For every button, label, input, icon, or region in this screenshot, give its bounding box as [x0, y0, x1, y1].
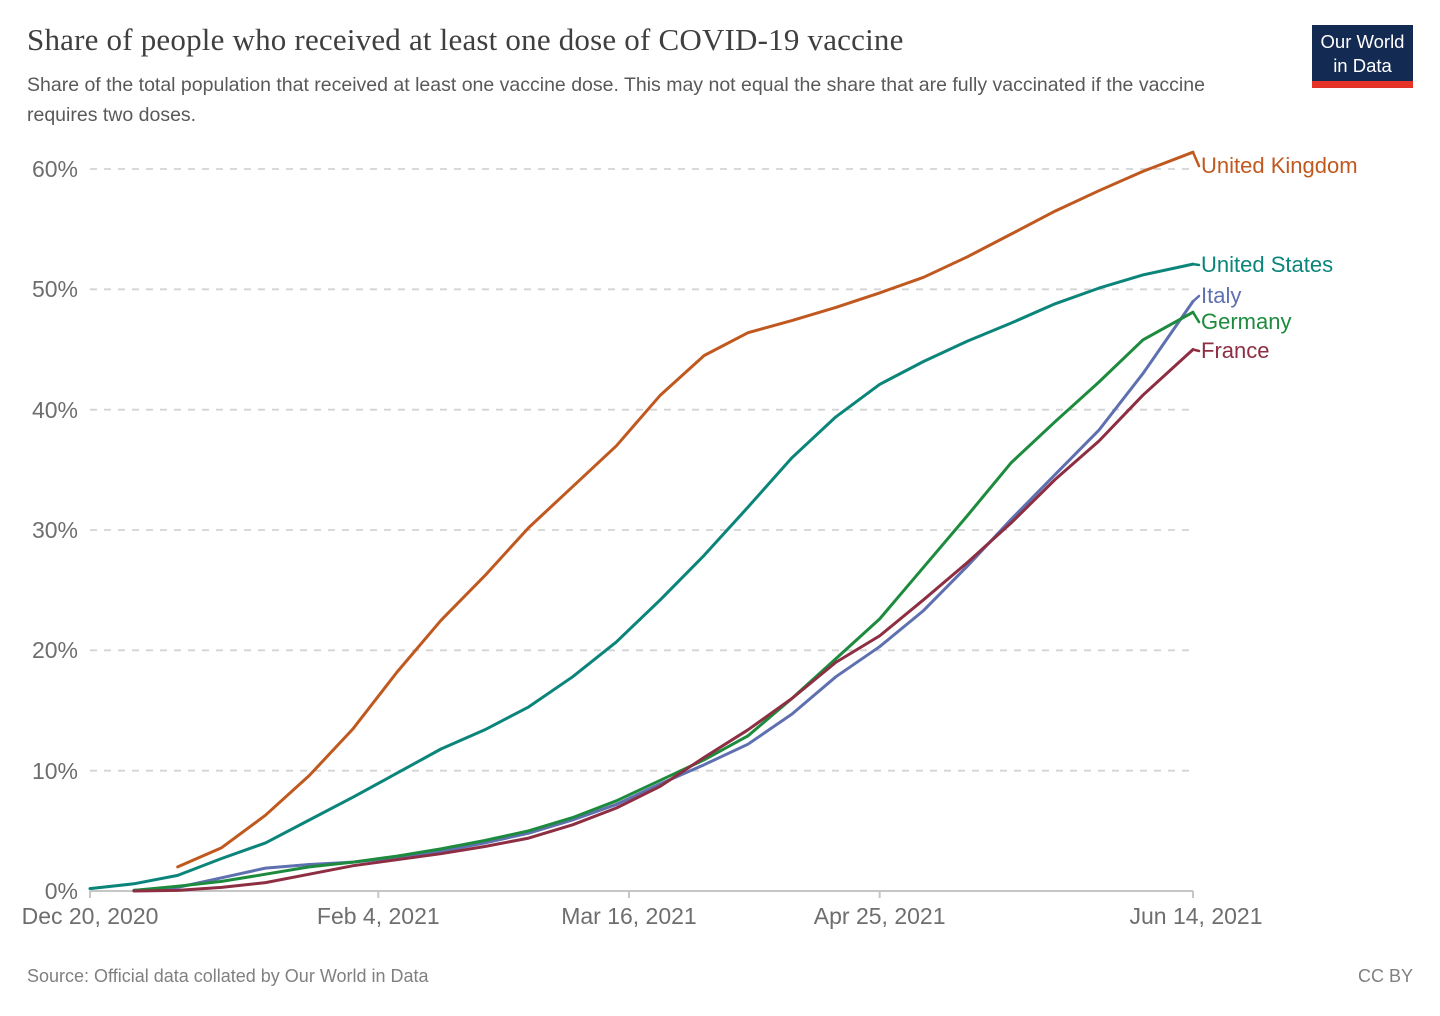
owid-logo-line1: Our World [1320, 31, 1405, 52]
y-axis-label-0: 0% [44, 878, 78, 904]
legend-label-france[interactable]: France [1201, 338, 1270, 363]
legend-connector-united-kingdom [1191, 150, 1201, 168]
legend-label-germany[interactable]: Germany [1201, 309, 1292, 334]
chart-subtitle: Share of the total population that recei… [27, 74, 1205, 126]
owid-logo[interactable]: Our World in Data [1312, 25, 1413, 88]
y-axis-label-20: 20% [31, 637, 78, 664]
owid-logo-line2: in Data [1333, 55, 1392, 76]
legend-label-united-kingdom[interactable]: United Kingdom [1201, 153, 1358, 178]
series-line-italy[interactable] [132, 299, 1195, 892]
legend-connector-united-states [1191, 262, 1201, 267]
y-axis-label-10: 10% [31, 757, 78, 784]
source-note: Source: Official data collated by Our Wo… [27, 966, 429, 986]
x-axis-label-dec-20-2020: Dec 20, 2020 [21, 903, 159, 929]
legend-connector-france [1191, 348, 1201, 353]
legend-label-united-states[interactable]: United States [1201, 252, 1334, 277]
x-axis-label-jun-14-2021: Jun 14, 2021 [1129, 903, 1263, 929]
y-axis-label-60: 60% [31, 156, 78, 182]
series-line-united-states[interactable] [88, 262, 1195, 891]
series-line-germany[interactable] [132, 310, 1195, 892]
y-axis-label-30: 30% [31, 517, 78, 543]
legend-label-italy[interactable]: Italy [1201, 283, 1242, 308]
legend-connector-italy [1191, 294, 1201, 303]
series-line-united-kingdom[interactable] [176, 150, 1195, 869]
license-link[interactable]: CC BY [1357, 966, 1413, 986]
y-axis-label-40: 40% [31, 396, 78, 423]
y-axis-label-50: 50% [31, 276, 78, 303]
legend-connector-germany [1191, 310, 1201, 324]
x-axis-label-apr-25-2021: Apr 25, 2021 [813, 903, 946, 929]
page-title: Share of people who received at least on… [27, 22, 904, 57]
series-line-france[interactable] [132, 348, 1195, 893]
x-axis-label-mar-16-2021: Mar 16, 2021 [561, 903, 697, 929]
x-axis-label-feb-4-2021: Feb 4, 2021 [316, 903, 440, 929]
